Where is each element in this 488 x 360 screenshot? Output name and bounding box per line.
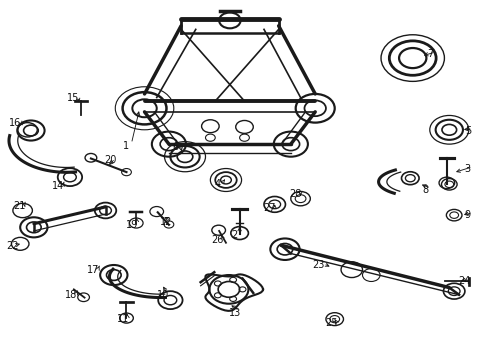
Text: 12: 12 — [160, 217, 172, 227]
Text: 5: 5 — [464, 126, 470, 135]
Text: 23: 23 — [312, 260, 324, 270]
Text: 22: 22 — [7, 241, 19, 251]
Text: 27: 27 — [263, 203, 276, 213]
Text: 4: 4 — [214, 179, 220, 189]
Text: 14: 14 — [52, 181, 64, 192]
Text: 18: 18 — [65, 291, 78, 301]
Text: 13: 13 — [228, 308, 241, 318]
Text: 19: 19 — [126, 220, 138, 230]
Text: 26: 26 — [211, 235, 224, 245]
Text: 10: 10 — [156, 291, 168, 301]
Text: 3: 3 — [464, 163, 470, 174]
Text: 24: 24 — [458, 276, 470, 286]
Polygon shape — [281, 240, 458, 291]
Text: 7: 7 — [427, 49, 433, 59]
Text: 25: 25 — [325, 319, 337, 328]
Text: 8: 8 — [422, 185, 428, 195]
Text: 15: 15 — [66, 93, 79, 103]
Text: 9: 9 — [464, 210, 470, 220]
Text: 21: 21 — [13, 201, 25, 211]
Text: 16: 16 — [9, 118, 21, 128]
Text: 17: 17 — [87, 265, 100, 275]
Text: 28: 28 — [289, 189, 301, 199]
Text: 6: 6 — [172, 142, 178, 152]
Text: 2: 2 — [231, 230, 237, 239]
Text: 11: 11 — [116, 314, 128, 324]
Text: 1: 1 — [123, 140, 129, 150]
Text: 20: 20 — [104, 155, 116, 165]
